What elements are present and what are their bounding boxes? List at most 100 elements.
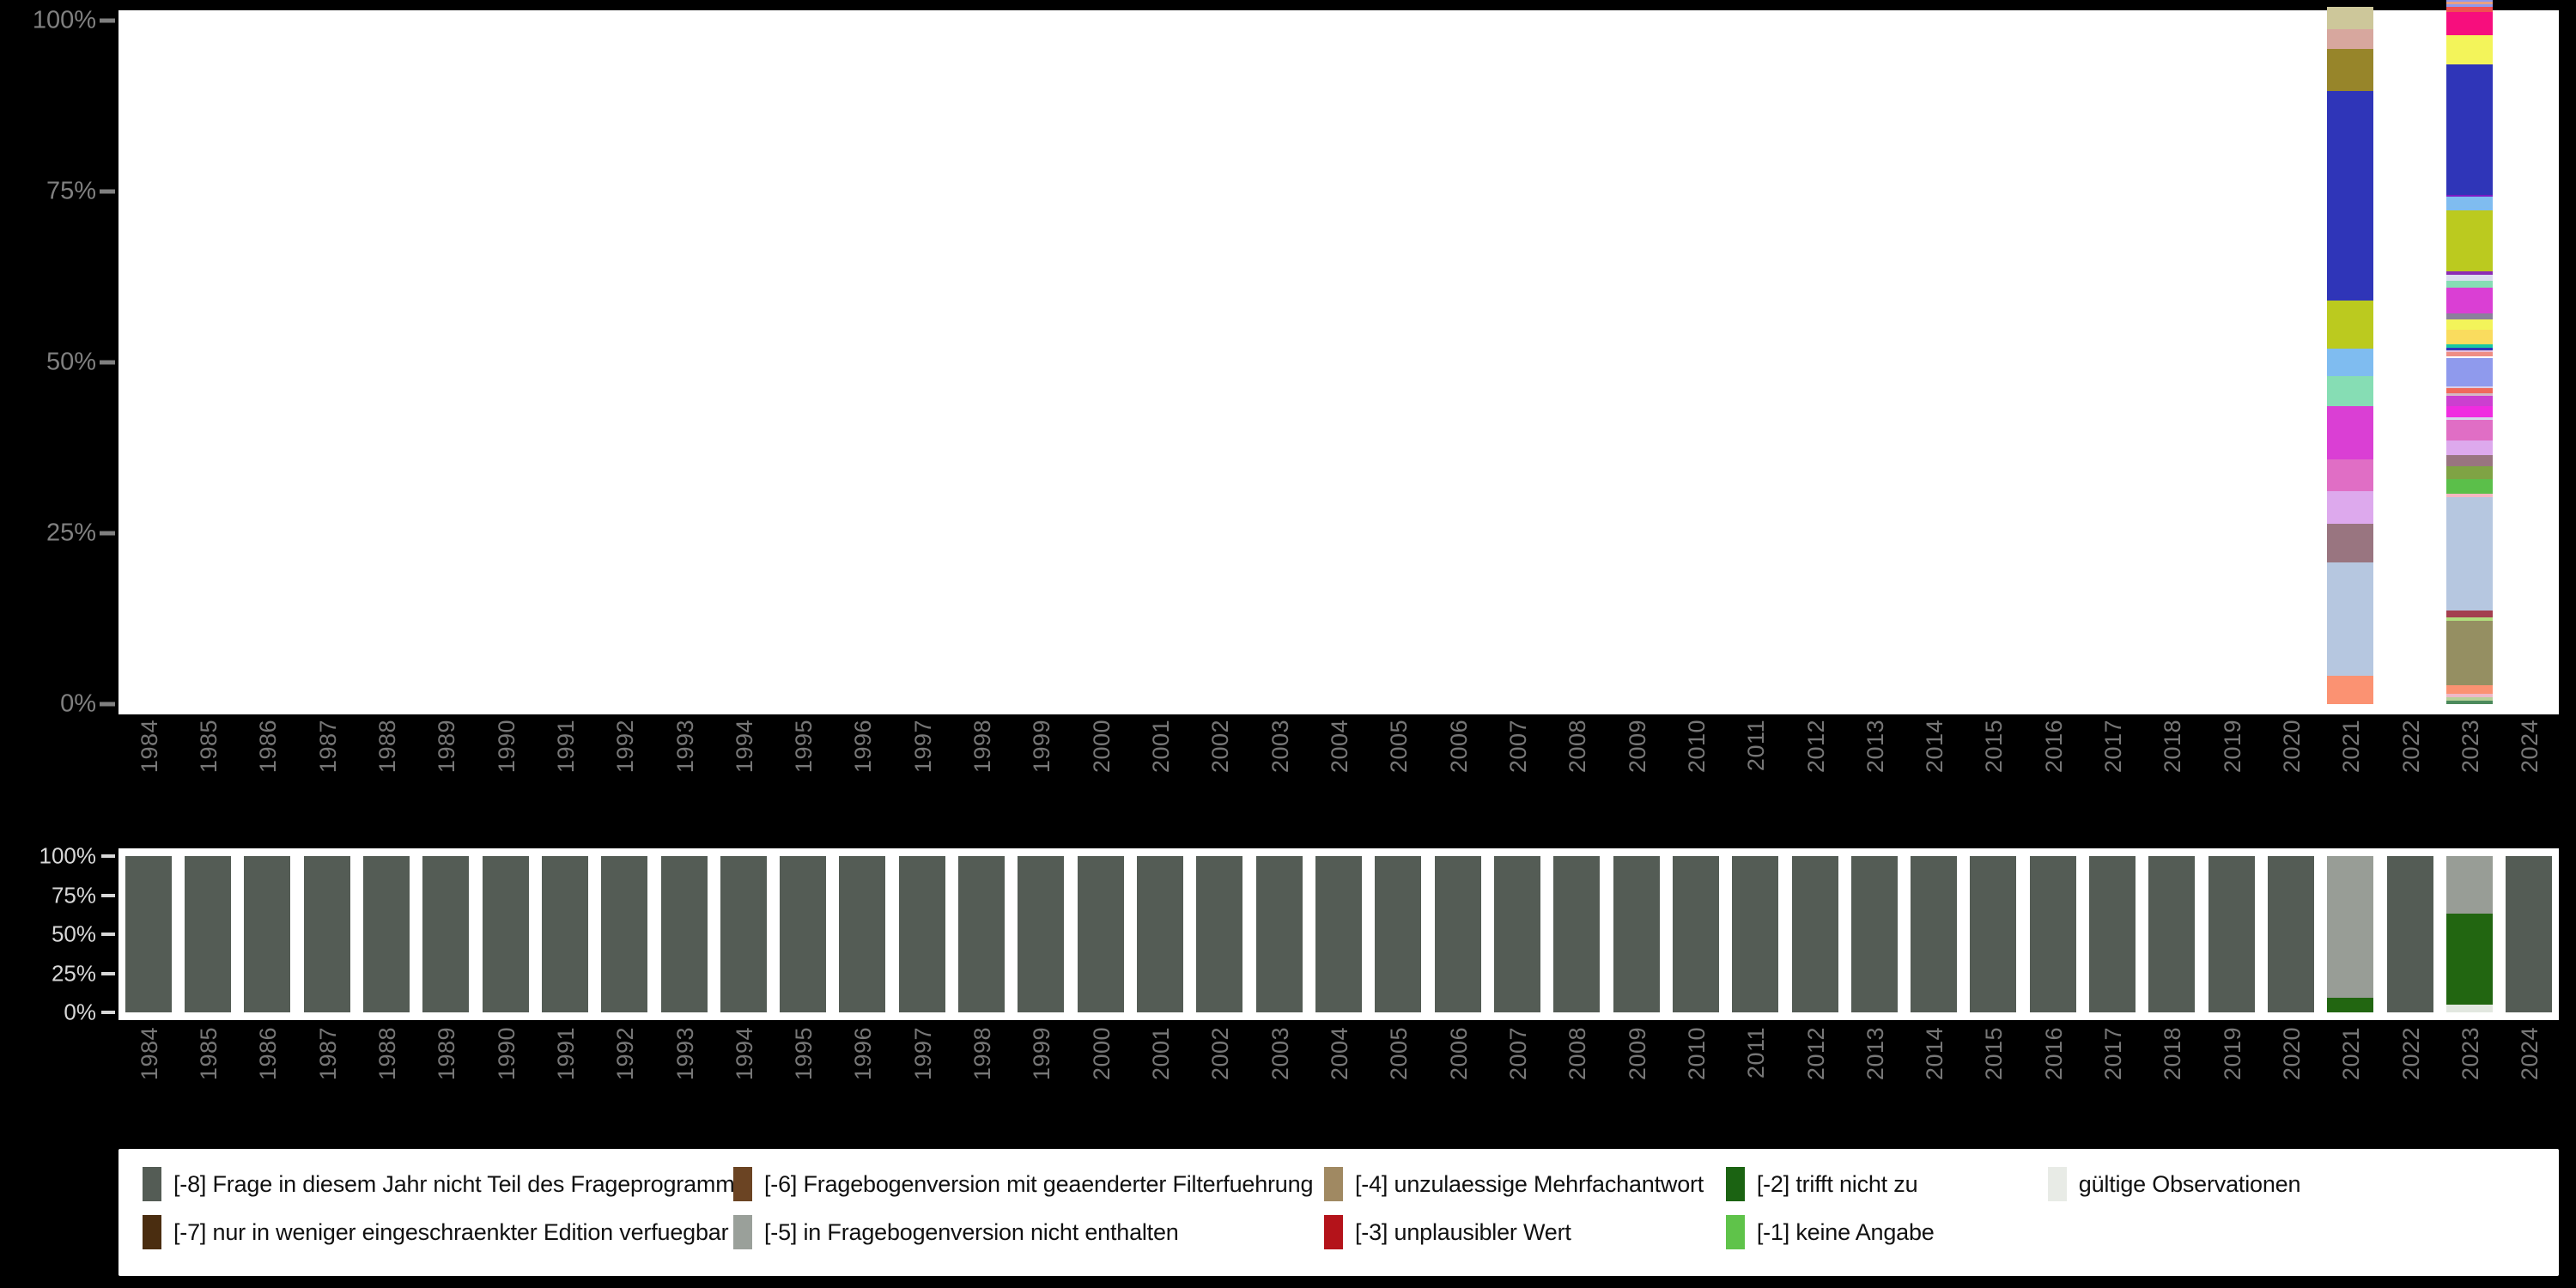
bottom-chart-bar[interactable] xyxy=(1792,856,1838,1012)
bottom-chart-bar[interactable] xyxy=(1018,856,1064,1012)
bottom-chart-bar-segment[interactable] xyxy=(958,856,1005,1012)
legend-item[interactable]: [-7] nur in weniger eingeschraenkter Edi… xyxy=(143,1211,728,1254)
bottom-chart-bar-segment[interactable] xyxy=(2506,856,2552,1012)
top-chart-bar-segment[interactable] xyxy=(2446,396,2493,407)
bottom-chart-bar[interactable] xyxy=(1911,856,1957,1012)
top-chart-bar-segment[interactable] xyxy=(2327,49,2373,91)
top-chart-bar-segment[interactable] xyxy=(2446,497,2493,611)
bottom-chart-bar[interactable] xyxy=(2089,856,2136,1012)
bottom-chart-bar[interactable] xyxy=(1553,856,1600,1012)
top-chart-bar-segment[interactable] xyxy=(2327,491,2373,525)
bottom-chart-bar-segment[interactable] xyxy=(304,856,350,1012)
top-chart-bar-segment[interactable] xyxy=(2446,35,2493,64)
bottom-chart-bar-segment[interactable] xyxy=(1018,856,1064,1012)
top-chart-bar-segment[interactable] xyxy=(2327,91,2373,301)
top-chart-bar-segment[interactable] xyxy=(2446,319,2493,330)
legend-item[interactable]: [-4] unzulaessige Mehrfachantwort xyxy=(1324,1163,1704,1206)
bottom-chart-bar[interactable] xyxy=(2208,856,2255,1012)
bottom-chart-bar-segment[interactable] xyxy=(661,856,708,1012)
bottom-chart-bar-segment[interactable] xyxy=(2446,914,2493,1005)
bottom-chart-bar[interactable] xyxy=(483,856,529,1012)
bottom-chart-bar-segment[interactable] xyxy=(1851,856,1898,1012)
bottom-chart-bar[interactable] xyxy=(363,856,410,1012)
bottom-chart-bar[interactable] xyxy=(2446,856,2493,1012)
bottom-chart-bar[interactable] xyxy=(780,856,826,1012)
bottom-chart-bar-segment[interactable] xyxy=(2268,856,2314,1012)
legend-item[interactable]: [-5] in Fragebogenversion nicht enthalte… xyxy=(733,1211,1179,1254)
top-chart-bar-segment[interactable] xyxy=(2446,685,2493,695)
bottom-chart-bar-segment[interactable] xyxy=(422,856,469,1012)
bottom-chart-bar-segment[interactable] xyxy=(1315,856,1362,1012)
bottom-chart-bar[interactable] xyxy=(1851,856,1898,1012)
bottom-chart-bar[interactable] xyxy=(661,856,708,1012)
top-chart-bar-segment[interactable] xyxy=(2446,611,2493,617)
bottom-chart-bar-segment[interactable] xyxy=(2327,856,2373,998)
top-chart-bar-segment[interactable] xyxy=(2446,420,2493,440)
bottom-chart-bar[interactable] xyxy=(1078,856,1124,1012)
top-chart-bar-segment[interactable] xyxy=(2327,562,2373,676)
bottom-chart-bar-segment[interactable] xyxy=(1435,856,1481,1012)
bottom-chart-bar[interactable] xyxy=(2268,856,2314,1012)
top-chart-bar-segment[interactable] xyxy=(2327,29,2373,49)
bottom-chart-bar[interactable] xyxy=(720,856,767,1012)
bottom-chart-bar-segment[interactable] xyxy=(185,856,231,1012)
bottom-chart-bar-segment[interactable] xyxy=(1970,856,2016,1012)
bottom-chart-bar[interactable] xyxy=(839,856,885,1012)
bottom-chart-bar-segment[interactable] xyxy=(601,856,647,1012)
bottom-chart-bar[interactable] xyxy=(2387,856,2433,1012)
bottom-chart-bar-segment[interactable] xyxy=(2446,856,2493,914)
top-chart-bar-segment[interactable] xyxy=(2446,358,2493,386)
top-chart-bar[interactable] xyxy=(2327,21,2373,704)
bottom-chart-bar[interactable] xyxy=(2148,856,2195,1012)
bottom-chart-bar-segment[interactable] xyxy=(483,856,529,1012)
legend-item[interactable]: [-3] unplausibler Wert xyxy=(1324,1211,1571,1254)
top-chart-bar-segment[interactable] xyxy=(2446,275,2493,281)
bottom-chart-bar[interactable] xyxy=(304,856,350,1012)
bottom-chart-bar-segment[interactable] xyxy=(780,856,826,1012)
bottom-chart-bar[interactable] xyxy=(185,856,231,1012)
top-chart-bar-segment[interactable] xyxy=(2446,701,2493,704)
top-chart-bar-segment[interactable] xyxy=(2327,676,2373,704)
bottom-chart-bar-segment[interactable] xyxy=(1792,856,1838,1012)
bottom-chart-bar[interactable] xyxy=(1137,856,1183,1012)
legend-item[interactable]: [-8] Frage in diesem Jahr nicht Teil des… xyxy=(143,1163,746,1206)
bottom-chart-bar[interactable] xyxy=(1732,856,1778,1012)
top-chart-bar-segment[interactable] xyxy=(2446,621,2493,685)
top-chart-bar-segment[interactable] xyxy=(2446,466,2493,479)
bottom-chart-bar-segment[interactable] xyxy=(2089,856,2136,1012)
top-chart-bar-segment[interactable] xyxy=(2327,524,2373,562)
bottom-chart-bar[interactable] xyxy=(958,856,1005,1012)
bottom-chart-bar-segment[interactable] xyxy=(363,856,410,1012)
bottom-chart-bar-segment[interactable] xyxy=(1553,856,1600,1012)
bottom-chart-bar-segment[interactable] xyxy=(2030,856,2076,1012)
bottom-chart-bar[interactable] xyxy=(1196,856,1242,1012)
bottom-chart-bar-segment[interactable] xyxy=(2327,998,2373,1012)
top-chart-bar-segment[interactable] xyxy=(2446,406,2493,417)
top-chart-bar-segment[interactable] xyxy=(2446,12,2493,35)
bottom-chart-bar-segment[interactable] xyxy=(244,856,290,1012)
bottom-chart-bar[interactable] xyxy=(899,856,945,1012)
bottom-chart-bar[interactable] xyxy=(542,856,588,1012)
bottom-chart-bar[interactable] xyxy=(1315,856,1362,1012)
top-chart-bar-segment[interactable] xyxy=(2446,330,2493,344)
bottom-chart-bar[interactable] xyxy=(2327,856,2373,1012)
bottom-chart-bar-segment[interactable] xyxy=(1494,856,1540,1012)
top-chart-bar-segment[interactable] xyxy=(2446,455,2493,466)
bottom-chart-bar[interactable] xyxy=(1375,856,1421,1012)
bottom-chart-bar-segment[interactable] xyxy=(1732,856,1778,1012)
legend-item[interactable]: gültige Observationen xyxy=(2048,1163,2300,1206)
legend-item[interactable]: [-1] keine Angabe xyxy=(1726,1211,1935,1254)
top-chart-bar[interactable] xyxy=(2446,21,2493,704)
bottom-chart-bar-segment[interactable] xyxy=(1911,856,1957,1012)
top-chart-bar-segment[interactable] xyxy=(2327,376,2373,407)
top-chart-bar-segment[interactable] xyxy=(2327,406,2373,459)
top-chart-bar-segment[interactable] xyxy=(2446,288,2493,313)
top-chart-bar-segment[interactable] xyxy=(2446,64,2493,195)
bottom-chart-bar[interactable] xyxy=(1256,856,1303,1012)
top-chart-bar-segment[interactable] xyxy=(2446,210,2493,271)
top-chart-bar-segment[interactable] xyxy=(2446,440,2493,455)
bottom-chart-bar-segment[interactable] xyxy=(1673,856,1719,1012)
top-chart-bar-segment[interactable] xyxy=(2446,197,2493,210)
bottom-chart-bar[interactable] xyxy=(2030,856,2076,1012)
top-chart-bar-segment[interactable] xyxy=(2446,281,2493,288)
